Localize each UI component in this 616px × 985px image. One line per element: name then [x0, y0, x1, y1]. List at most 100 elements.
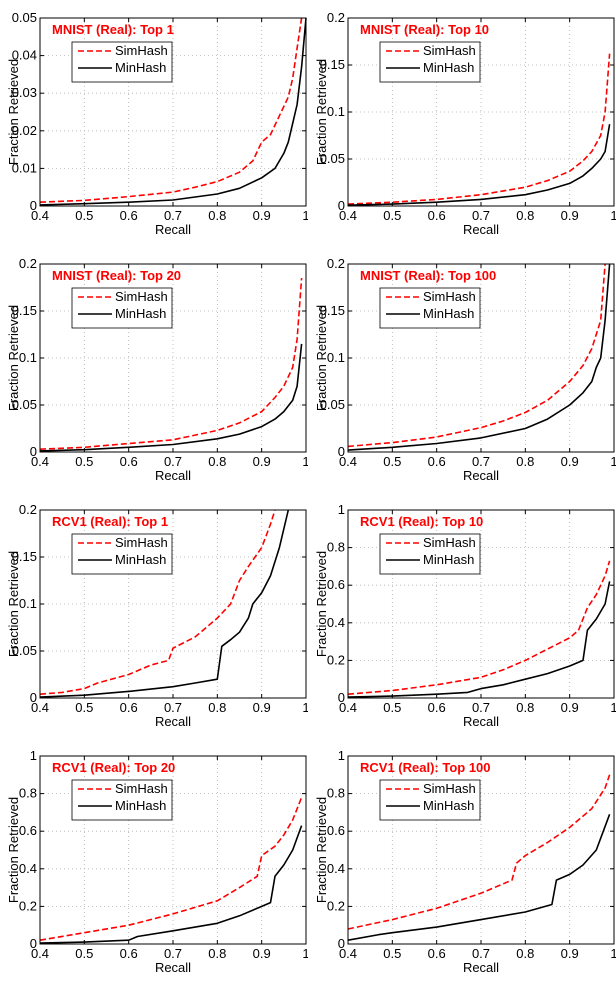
chart-1-xlabel: Recall	[155, 222, 191, 237]
chart-6-ylabel: Fraction Retrieved	[314, 551, 329, 657]
chart-3-xtick-label: 0.5	[75, 454, 93, 469]
chart-6-ytick-label: 1	[338, 502, 345, 517]
chart-3-legend-label-simhash: SimHash	[115, 289, 168, 304]
chart-1-ytick-label: 0.01	[12, 160, 37, 175]
chart-rcv1-top1: 0.4 0.5 0.6 0.7 0.8 0.9 1 0 0.05 0.1 0.15 0.2 Recall…	[6, 502, 308, 729]
chart-5-xtick-label: 0.9	[253, 700, 271, 715]
chart-6-ytick-label: 0	[338, 690, 345, 705]
chart-8-xtick-label: 0.6	[428, 946, 446, 961]
chart-2-xtick-label: 0.9	[561, 208, 579, 223]
chart-panel-6: 0.4 0.5 0.6 0.7 0.8 0.9 1 0 0.2 0.4 0.6 0.8 1 Recall F…	[308, 492, 616, 738]
chart-6-ytick-label: 0.4	[327, 615, 345, 630]
chart-panel-3: 0.4 0.5 0.6 0.7 0.8 0.9 1 0 0.05 0.1 0.15 0.2 Recall…	[0, 246, 308, 492]
chart-2-xtick-label: 0.7	[472, 208, 490, 223]
chart-1-ytick-label: 0.04	[12, 48, 37, 63]
chart-2-ytick-label: 0.05	[320, 151, 345, 166]
chart-5-legend-label-simhash: SimHash	[115, 535, 168, 550]
chart-5-ytick-label: 0	[30, 690, 37, 705]
chart-mnist-top100: 0.4 0.5 0.6 0.7 0.8 0.9 1 0 0.05 0.1 0.15 0.2 Recall…	[314, 256, 616, 483]
chart-2-xtick-label: 0.8	[516, 208, 534, 223]
chart-rcv1-top100: 0.4 0.5 0.6 0.7 0.8 0.9 1 0 0.2 0.4 0.6 0.8 1 Recall F…	[314, 748, 616, 975]
chart-3-ytick-label: 0.05	[12, 397, 37, 412]
chart-rcv1-top20: 0.4 0.5 0.6 0.7 0.8 0.9 1 0 0.2 0.4 0.6 0.8 1 Recall F…	[6, 748, 308, 975]
chart-6-legend-label-minhash: MinHash	[423, 552, 474, 567]
chart-5-xtick-label: 0.4	[31, 700, 49, 715]
chart-8-xlabel: Recall	[463, 960, 499, 975]
chart-3-ytick-label: 0.1	[19, 350, 37, 365]
chart-mnist-top20: 0.4 0.5 0.6 0.7 0.8 0.9 1 0 0.05 0.1 0.15 0.2 Recall…	[6, 256, 308, 483]
chart-2-xtick-label: 0.4	[339, 208, 357, 223]
chart-5-xlabel: Recall	[155, 714, 191, 729]
chart-1-ytick-label: 0	[30, 198, 37, 213]
chart-panel-4: 0.4 0.5 0.6 0.7 0.8 0.9 1 0 0.05 0.1 0.15 0.2 Recall…	[308, 246, 616, 492]
chart-5-xtick-label: 0.7	[164, 700, 182, 715]
chart-2-series-minhash-line	[347, 124, 611, 206]
chart-3-ytick-label: 0.2	[19, 256, 37, 271]
chart-6-ytick-label: 0.2	[327, 652, 345, 667]
chart-4-ytick-label: 0	[338, 444, 345, 459]
chart-5-ytick-label: 0.15	[12, 549, 37, 564]
chart-4-xtick-label: 0.6	[428, 454, 446, 469]
chart-2-series-simhash-line	[347, 53, 611, 205]
chart-4-ytick-label: 0.05	[320, 397, 345, 412]
chart-7-legend-label-simhash: SimHash	[115, 781, 168, 796]
chart-7-ytick-label: 0.2	[19, 898, 37, 913]
chart-2-xtick-label: 1	[610, 208, 616, 223]
chart-panel-8: 0.4 0.5 0.6 0.7 0.8 0.9 1 0 0.2 0.4 0.6 0.8 1 Recall F…	[308, 738, 616, 984]
chart-8-title: RCV1 (Real): Top 100	[360, 760, 491, 775]
chart-3-series-simhash-line	[39, 278, 303, 450]
chart-1-ytick-label: 0.02	[12, 123, 37, 138]
chart-rcv1-top10: 0.4 0.5 0.6 0.7 0.8 0.9 1 0 0.2 0.4 0.6 0.8 1 Recall F…	[314, 502, 616, 729]
chart-3-legend-label-minhash: MinHash	[115, 306, 166, 321]
chart-7-xlabel: Recall	[155, 960, 191, 975]
chart-8-series-minhash-line	[347, 814, 611, 941]
chart-8-ytick-label: 0.8	[327, 786, 345, 801]
chart-7-xtick-label: 0.9	[253, 946, 271, 961]
chart-8-xtick-label: 0.4	[339, 946, 357, 961]
chart-5-xtick-label: 0.6	[120, 700, 138, 715]
chart-6-xtick-label: 0.5	[383, 700, 401, 715]
chart-2-ytick-label: 0.15	[320, 57, 345, 72]
chart-panel-7: 0.4 0.5 0.6 0.7 0.8 0.9 1 0 0.2 0.4 0.6 0.8 1 Recall F…	[0, 738, 308, 984]
chart-7-title: RCV1 (Real): Top 20	[52, 760, 175, 775]
chart-7-ytick-label: 0.4	[19, 861, 37, 876]
chart-1-xtick-label: 0.7	[164, 208, 182, 223]
chart-8-legend-label-simhash: SimHash	[423, 781, 476, 796]
chart-7-legend-box	[71, 779, 173, 821]
chart-mnist-top10: 0.4 0.5 0.6 0.7 0.8 0.9 1 0 0.05 0.1 0.15 0.2 Recall…	[314, 10, 616, 237]
chart-mnist-top1: 0.4 0.5 0.6 0.7 0.8 0.9 1 0 0.01 0.02 0.03 0.04 0.05…	[6, 10, 308, 237]
chart-4-ytick-label: 0.2	[327, 256, 345, 271]
chart-3-xtick-label: 0.6	[120, 454, 138, 469]
chart-2-ylabel: Fraction Retrieved	[314, 59, 329, 165]
chart-4-legend-label-simhash: SimHash	[423, 289, 476, 304]
chart-3-xtick-label: 0.8	[208, 454, 226, 469]
chart-4-series-simhash-line	[347, 263, 606, 448]
chart-3-xtick-label: 0.9	[253, 454, 271, 469]
chart-4-legend-label-minhash: MinHash	[423, 306, 474, 321]
chart-6-ytick-label: 0.8	[327, 540, 345, 555]
chart-6-series-simhash-line	[347, 560, 611, 695]
chart-3-ylabel: Fraction Retrieved	[6, 305, 21, 411]
chart-2-ytick-label: 0.2	[327, 10, 345, 25]
chart-8-xtick-label: 0.5	[383, 946, 401, 961]
chart-1-series-simhash-line	[39, 17, 303, 203]
chart-5-xtick-label: 1	[302, 700, 308, 715]
chart-2-ytick-label: 0	[338, 198, 345, 213]
chart-8-ylabel: Fraction Retrieved	[314, 797, 329, 903]
chart-1-legend-label-minhash: MinHash	[115, 60, 166, 75]
chart-6-xlabel: Recall	[463, 714, 499, 729]
chart-6-xtick-label: 0.4	[339, 700, 357, 715]
chart-2-title: MNIST (Real): Top 10	[360, 22, 489, 37]
chart-2-legend-label-minhash: MinHash	[423, 60, 474, 75]
chart-panel-2: 0.4 0.5 0.6 0.7 0.8 0.9 1 0 0.05 0.1 0.15 0.2 Recall…	[308, 0, 616, 246]
chart-1-legend-label-simhash: SimHash	[115, 43, 168, 58]
chart-7-xtick-label: 0.5	[75, 946, 93, 961]
chart-7-xtick-label: 0.7	[164, 946, 182, 961]
chart-2-xtick-label: 0.6	[428, 208, 446, 223]
chart-3-xtick-label: 0.7	[164, 454, 182, 469]
chart-8-xtick-label: 1	[610, 946, 616, 961]
chart-6-legend-box	[379, 533, 481, 575]
chart-7-xtick-label: 0.4	[31, 946, 49, 961]
chart-4-xtick-label: 0.9	[561, 454, 579, 469]
chart-5-ylabel: Fraction Retrieved	[6, 551, 21, 657]
